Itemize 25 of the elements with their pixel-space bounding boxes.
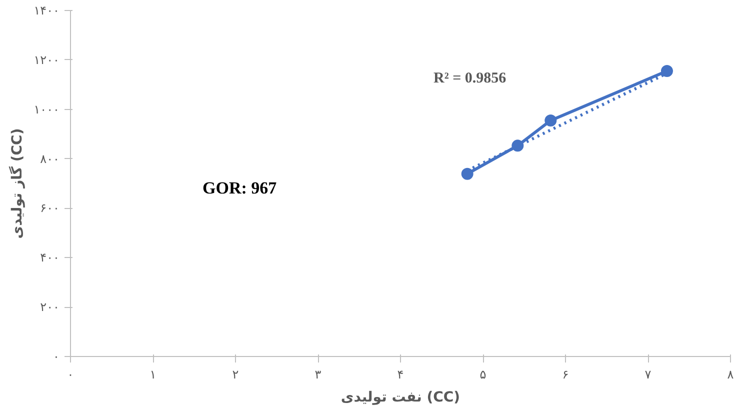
- y-tick-label: ۱۰۰۰: [34, 102, 60, 116]
- point: [660, 65, 673, 78]
- x-tick-label: ۱: [150, 368, 156, 382]
- y-tick-label: ۲۰۰: [40, 300, 60, 314]
- x-tick-label: ۵: [480, 368, 486, 382]
- x-tick-label: ۲: [232, 368, 239, 382]
- y-axis-title: گاز تولیدی (CC): [8, 128, 26, 239]
- annotation: GOR: 967: [202, 178, 278, 198]
- x-tick-label: ۰: [67, 368, 74, 382]
- annotation: R² = 0.9856: [434, 70, 507, 87]
- y-tick-label: ۱۴۰۰: [34, 4, 60, 18]
- y-tick-label: ۰: [53, 350, 60, 364]
- point: [461, 168, 474, 180]
- x-tick-label: ۷: [644, 368, 652, 382]
- x-axis-title: نفت تولیدی (CC): [340, 390, 460, 406]
- x-tick-label: ۳: [314, 368, 322, 382]
- x-tick-label: ۶: [562, 368, 569, 382]
- y-tick-label: ۶۰۰: [40, 201, 60, 216]
- y-tick-label: ۸۰۰: [40, 152, 60, 166]
- y-tick-label: ۱۲۰۰: [34, 52, 60, 67]
- x-tick-label: ۸: [727, 368, 734, 382]
- x-tick-label: ۴: [397, 368, 404, 382]
- point: [512, 140, 524, 152]
- point: [544, 114, 557, 126]
- y-tick-label: ۴۰۰: [40, 250, 60, 265]
